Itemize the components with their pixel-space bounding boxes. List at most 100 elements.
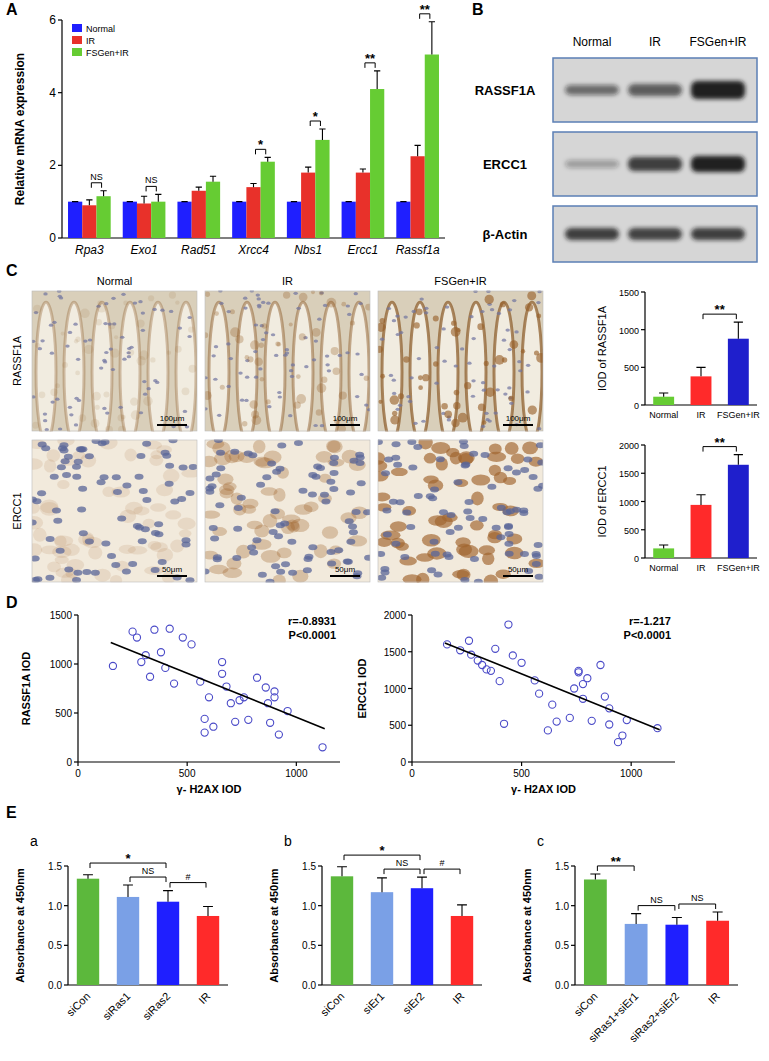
stain <box>312 328 321 337</box>
significance-bracket <box>146 186 156 191</box>
nucleus <box>396 408 400 411</box>
y-tick <box>64 945 68 946</box>
scale-bar <box>157 575 187 577</box>
significance-label: ** <box>420 2 431 17</box>
nucleus <box>400 554 409 560</box>
stain <box>433 315 439 321</box>
nucleus <box>85 453 94 459</box>
stain <box>403 356 409 362</box>
statistic-label: P<0.0001 <box>624 629 671 641</box>
y-tick-label: 1000 <box>50 659 73 670</box>
error-bar <box>319 129 325 140</box>
scale-bar <box>157 424 187 426</box>
stain <box>121 415 126 420</box>
y-tick <box>641 444 645 445</box>
y-tick-label: 1.0 <box>48 901 62 912</box>
stain <box>510 340 519 349</box>
band <box>628 228 682 240</box>
villus <box>176 302 196 431</box>
band <box>691 156 745 172</box>
stain <box>333 367 341 375</box>
stain <box>33 305 41 313</box>
legend-label: FSGen+IR <box>86 48 129 58</box>
nucleus <box>532 553 541 559</box>
nucleus <box>409 376 413 379</box>
stain <box>423 476 438 484</box>
stain <box>294 504 312 515</box>
point <box>566 714 573 721</box>
nucleus <box>393 462 402 468</box>
significance-bracket <box>91 183 101 188</box>
band <box>565 160 619 168</box>
stain <box>424 453 436 464</box>
x-tick <box>631 762 632 766</box>
stain <box>143 396 152 405</box>
nucleus <box>504 465 513 471</box>
point <box>232 718 239 725</box>
nucleus <box>378 551 385 557</box>
villus <box>494 302 514 431</box>
stain <box>178 518 196 530</box>
y-tick-label: 1500 <box>619 469 639 479</box>
nucleus <box>68 331 72 334</box>
nucleus <box>103 322 107 325</box>
ihc-panel: NormalIRFSGen+IRRASSF1A100μm100μm100μmER… <box>11 275 547 588</box>
nucleus <box>320 424 324 427</box>
significance-label: ** <box>715 435 726 450</box>
bar <box>625 924 648 985</box>
nucleus <box>122 568 131 574</box>
nucleus <box>285 348 289 351</box>
nucleus <box>312 358 316 361</box>
x-tick-label: 500 <box>513 768 530 779</box>
nucleus <box>289 369 293 372</box>
nucleus <box>120 336 124 339</box>
nucleus <box>503 509 512 515</box>
legend-swatch <box>72 24 82 32</box>
y-tick-label: 1500 <box>384 647 407 658</box>
stain <box>378 537 392 547</box>
stain <box>536 314 541 319</box>
nucleus <box>364 403 368 406</box>
nucleus <box>165 481 174 487</box>
stain <box>505 442 519 455</box>
nucleus <box>142 380 146 383</box>
y-tick-label: 0.5 <box>302 940 316 951</box>
villus <box>92 302 112 431</box>
stain <box>110 349 119 358</box>
stain <box>327 440 343 453</box>
error-bar <box>417 877 427 888</box>
nucleus <box>304 365 308 368</box>
stain <box>299 293 308 302</box>
bar <box>411 888 433 985</box>
bar <box>287 202 301 238</box>
stain <box>322 526 338 539</box>
nucleus <box>154 531 163 537</box>
stain <box>163 469 180 483</box>
nucleus <box>73 570 82 576</box>
nucleus <box>61 458 70 464</box>
point <box>483 666 490 673</box>
nucleus <box>278 395 282 398</box>
nucleus <box>406 395 410 398</box>
sub-panel-label: a <box>30 833 38 849</box>
stain <box>398 393 404 399</box>
stain <box>254 525 269 538</box>
stain <box>220 385 225 390</box>
nucleus <box>285 351 289 354</box>
significance-label: ** <box>365 51 376 66</box>
significance-label: NS <box>145 175 158 185</box>
nucleus <box>49 324 53 327</box>
y-tick <box>571 945 575 946</box>
band <box>628 84 682 96</box>
stain <box>212 441 230 455</box>
nucleus <box>151 567 160 573</box>
significance-label: NS <box>396 858 409 868</box>
nucleus <box>205 407 208 410</box>
stain <box>39 391 46 398</box>
stain <box>454 390 460 396</box>
nucleus <box>189 464 197 470</box>
bars <box>77 875 219 985</box>
point <box>166 625 173 632</box>
y-tick <box>571 984 575 985</box>
error-bar <box>305 167 311 172</box>
